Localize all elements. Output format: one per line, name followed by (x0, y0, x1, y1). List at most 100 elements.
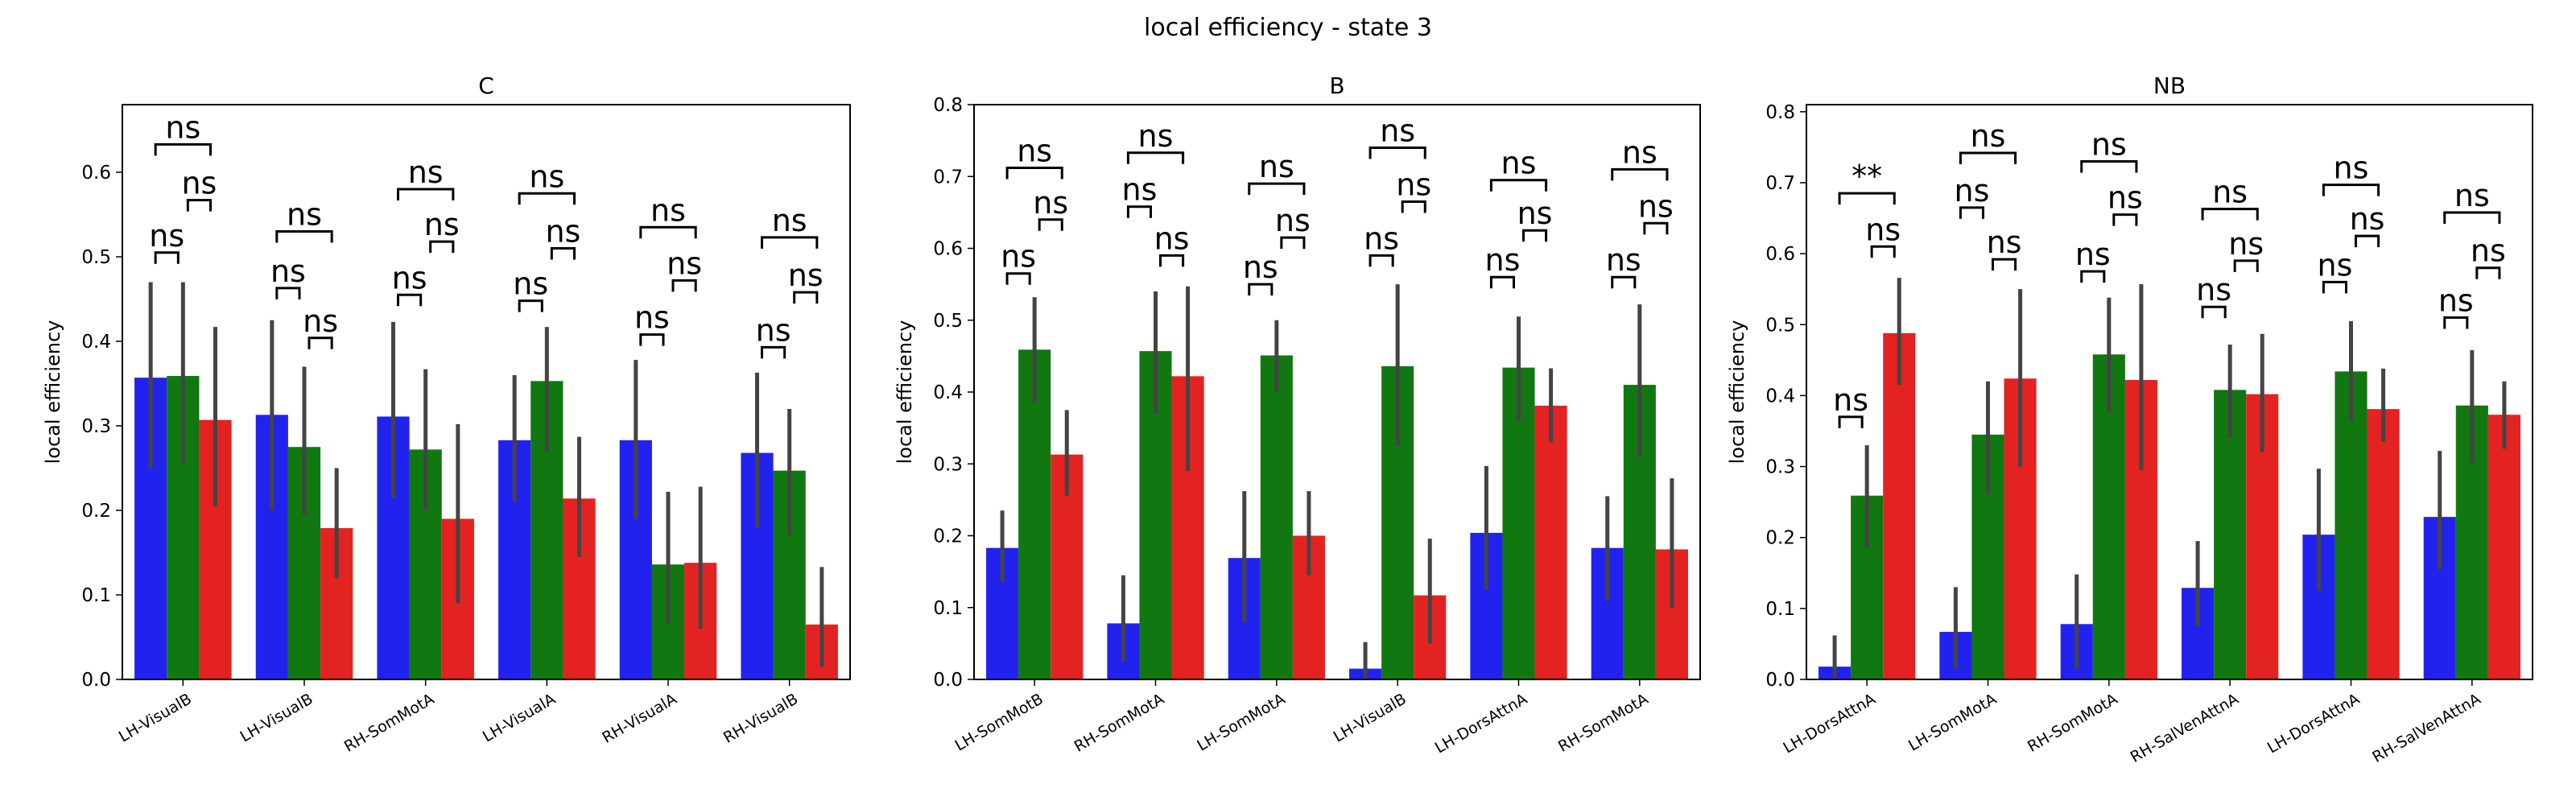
chart-b-significance-bracket (1522, 229, 1548, 242)
chart-nb-significance-label: ns (1833, 382, 1868, 418)
chart-b-ytick-label: 0.0 (933, 670, 963, 691)
chart-nb-panel: NB local efficiency 0.0 0.1 0.2 0.3 0.4 0.5 0.6 0… (1726, 72, 2533, 766)
chart-b-significance-bracket (1368, 147, 1426, 159)
chart-c-xtick-label: RH-VisualB (720, 690, 801, 747)
chart-nb-significance-bracket (2355, 234, 2380, 248)
chart-b-ytick-label: 0.1 (933, 598, 963, 619)
chart-b-xtick-label: RH-SomMotA (1555, 690, 1651, 756)
chart-nb-significance-bracket (2443, 316, 2469, 329)
chart-nb-significance-label: ns (2318, 247, 2353, 283)
chart-nb-significance-bracket (2201, 208, 2259, 221)
chart-b-significance-bracket (1038, 218, 1063, 231)
chart-c-significance-bracket (639, 333, 665, 346)
chart-nb-xtick-label: RH-SalVenAttnA (2369, 690, 2483, 766)
chart-nb-significance-label: ns (2454, 178, 2490, 213)
chart-c-significance-bracket (154, 142, 213, 156)
chart-b-significance-bracket (1489, 179, 1548, 192)
chart-nb-axes-frame (1806, 104, 2533, 680)
chart-c-significance-bracket (275, 230, 333, 243)
chart-nb-xtick-label: RH-SalVenAttnA (2128, 690, 2242, 766)
chart-b-xtick-label: LH-DorsAttnA (1432, 690, 1530, 757)
chart-c-title: C (478, 72, 494, 99)
chart-b-significance-bracket (1005, 272, 1031, 285)
chart-nb-significance-bracket (1838, 192, 1896, 205)
chart-nb-title: NB (2153, 72, 2186, 99)
chart-b-significance-bracket (1368, 254, 1394, 267)
chart-c-significance-label: ns (788, 258, 824, 293)
chart-nb-significance-bracket (2112, 213, 2138, 226)
chart-nb-significance-label: ns (2212, 175, 2248, 210)
chart-b-significance-bracket (1159, 254, 1185, 267)
chart-b-significance-label: ns (1033, 185, 1068, 221)
chart-nb-significance-bracket (1838, 415, 1864, 428)
chart-c-significance-label: ns (667, 246, 702, 281)
chart-nb-bar-red (2487, 415, 2520, 679)
chart-c-significance-bracket (396, 188, 455, 200)
chart-b-significance-label: ns (1138, 118, 1174, 154)
figure-title: local efficiency - state 3 (1144, 14, 1432, 42)
chart-nb-significance-label: ns (1971, 118, 2006, 154)
chart-c-xtick-label: LH-VisualB (116, 690, 195, 745)
chart-nb-significance-bracket (1959, 151, 2017, 164)
chart-nb-ytick-label: 0.6 (1765, 244, 1795, 265)
chart-b-significance-bracket (1126, 151, 1185, 164)
chart-nb-significance-label: ns (2334, 151, 2369, 186)
chart-b-ytick-label: 0.7 (933, 167, 963, 188)
chart-b-ytick-label: 0.5 (933, 311, 963, 332)
chart-nb-significance-bracket (2233, 259, 2259, 272)
chart-nb-significance-label: ns (1987, 225, 2022, 260)
chart-b-significance-label: ns (1501, 146, 1537, 181)
chart-c-significance-label: ns (529, 159, 564, 194)
chart-nb-significance-bracket (2080, 270, 2106, 283)
chart-c-ytick-label: 0.6 (81, 163, 111, 184)
chart-nb-ytick-label: 0.4 (1765, 386, 1795, 407)
chart-b-bar-red (1534, 405, 1567, 679)
chart-b-bar-green (1018, 349, 1051, 679)
chart-c-significance-bracket (671, 279, 697, 292)
chart-c-significance-label: ns (408, 155, 444, 190)
chart-nb-significance-label: ns (2091, 127, 2127, 163)
chart-b-ytick-label: 0.3 (933, 454, 963, 475)
chart-b-xtick-label: RH-SomMotA (1071, 690, 1167, 756)
chart-b-ytick-label: 0.4 (933, 382, 963, 403)
chart-c-significance-label: ns (165, 109, 200, 145)
chart-b-ytick-label: 0.6 (933, 239, 963, 260)
chart-nb-xtick-label: RH-SomMotA (2025, 690, 2120, 756)
chart-b-significance-label: ns (1364, 221, 1399, 256)
chart-nb-bar-green (2334, 371, 2368, 679)
chart-c-significance-label: ns (424, 207, 460, 242)
chart-nb-ytick-label: 0.2 (1765, 528, 1795, 549)
chart-nb-significance-bracket (2475, 266, 2501, 279)
chart-b-significance-bracket (1401, 200, 1426, 213)
chart-nb-ylabel: local efficiency (1726, 320, 1748, 464)
chart-b-significance-label: ns (1606, 242, 1641, 278)
chart-c-significance-bracket (760, 345, 786, 359)
chart-nb-significance-bracket (2080, 160, 2138, 173)
chart-nb-significance-label: ns (2196, 272, 2231, 308)
chart-c-significance-bracket (396, 293, 423, 307)
chart-b-significance-label: ns (1380, 114, 1415, 149)
chart-nb-ytick-label: 0.5 (1765, 315, 1795, 336)
chart-c-ytick-label: 0.0 (81, 670, 111, 691)
chart-b-significance-label: ns (1485, 242, 1521, 278)
chart-b-significance-label: ns (1001, 239, 1036, 275)
chart-b-significance-label: ns (1638, 188, 1674, 224)
chart-b-significance-bracket (1126, 205, 1152, 218)
chart-c-significance-label: ns (270, 254, 306, 289)
chart-b-xtick-label: LH-SomMotA (1194, 690, 1288, 754)
chart-nb-significance-bracket (2322, 184, 2380, 196)
chart-c-significance-bracket (308, 336, 333, 349)
chart-nb-significance-bracket (2322, 280, 2347, 294)
chart-b-significance-label: ns (1396, 167, 1431, 202)
chart-nb-significance-label: ns (1865, 212, 1901, 247)
chart-nb-significance-bracket (2443, 211, 2501, 224)
chart-c-significance-bracket (518, 299, 543, 312)
chart-b-xtick-label: LH-VisualB (1331, 690, 1410, 745)
chart-c-significance-label: ns (756, 312, 791, 348)
chart-c-xtick-label: RH-SomMotA (341, 690, 437, 756)
chart-nb-ytick-label: 0.1 (1765, 599, 1795, 620)
chart-b-title: B (1329, 72, 1344, 99)
